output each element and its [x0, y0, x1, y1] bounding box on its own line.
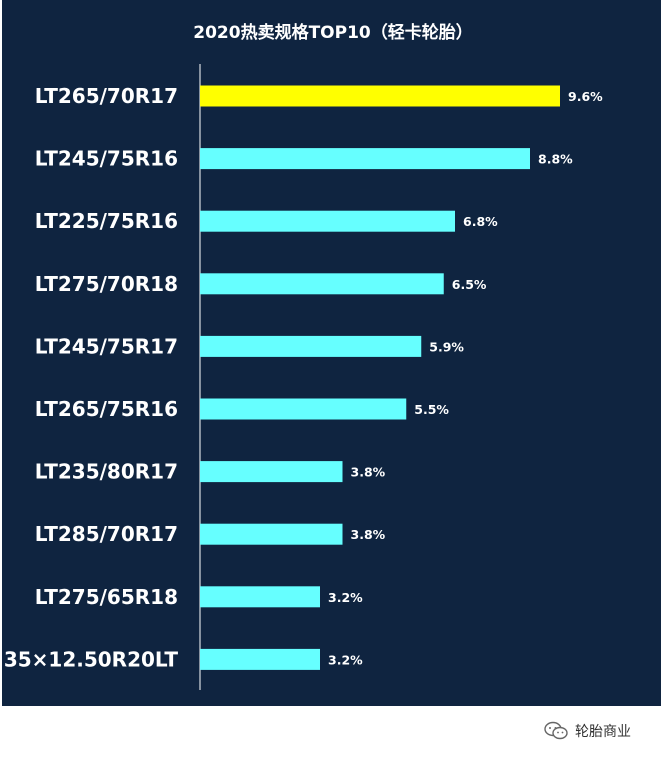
- data-label: 3.2%: [328, 652, 363, 667]
- bar-chart: 2020热卖规格TOP10（轻卡轮胎） LT265/70R17 9.6% LT245…: [4, 22, 603, 690]
- bar: [200, 148, 530, 170]
- data-label: 5.9%: [429, 339, 464, 354]
- bar: [200, 648, 320, 670]
- data-label: 8.8%: [538, 152, 573, 167]
- bar: [200, 335, 422, 357]
- category-label: LT245/75R16: [35, 147, 178, 171]
- bar: [200, 523, 343, 545]
- chart-marks: LT265/70R17 9.6% LT245/75R16 8.8% LT225/75R1…: [4, 84, 603, 671]
- category-label: LT275/70R18: [35, 272, 178, 296]
- category-label: LT245/75R17: [35, 334, 178, 358]
- data-label: 6.8%: [463, 214, 498, 229]
- data-label: 3.2%: [328, 590, 363, 605]
- category-label: LT225/75R16: [35, 209, 178, 233]
- data-label: 3.8%: [351, 527, 386, 542]
- bar: [200, 210, 455, 232]
- category-label: LT265/70R17: [35, 84, 178, 108]
- data-label: 5.5%: [414, 402, 449, 417]
- watermark-text: 轮胎商业: [575, 724, 631, 740]
- category-label: LT285/70R17: [35, 522, 178, 546]
- chart-panel: 2020热卖规格TOP10（轻卡轮胎） LT265/70R17 9.6% LT245…: [2, 0, 661, 706]
- watermark: 轮胎商业: [543, 720, 631, 742]
- category-label: LT235/80R17: [35, 460, 178, 484]
- bar: [200, 586, 320, 608]
- bar: [200, 398, 407, 420]
- bar: [200, 461, 343, 483]
- data-label: 6.5%: [452, 277, 487, 292]
- bar: [200, 273, 444, 295]
- wechat-icon: [544, 721, 568, 740]
- bar: [200, 85, 560, 107]
- category-label: 35×12.50R20LT: [4, 647, 179, 671]
- category-label: LT275/65R18: [35, 585, 178, 609]
- data-label: 3.8%: [351, 465, 386, 480]
- category-label: LT265/75R16: [35, 397, 178, 421]
- chart-title: 2020热卖规格TOP10（轻卡轮胎）: [193, 22, 472, 43]
- data-label: 9.6%: [568, 89, 603, 104]
